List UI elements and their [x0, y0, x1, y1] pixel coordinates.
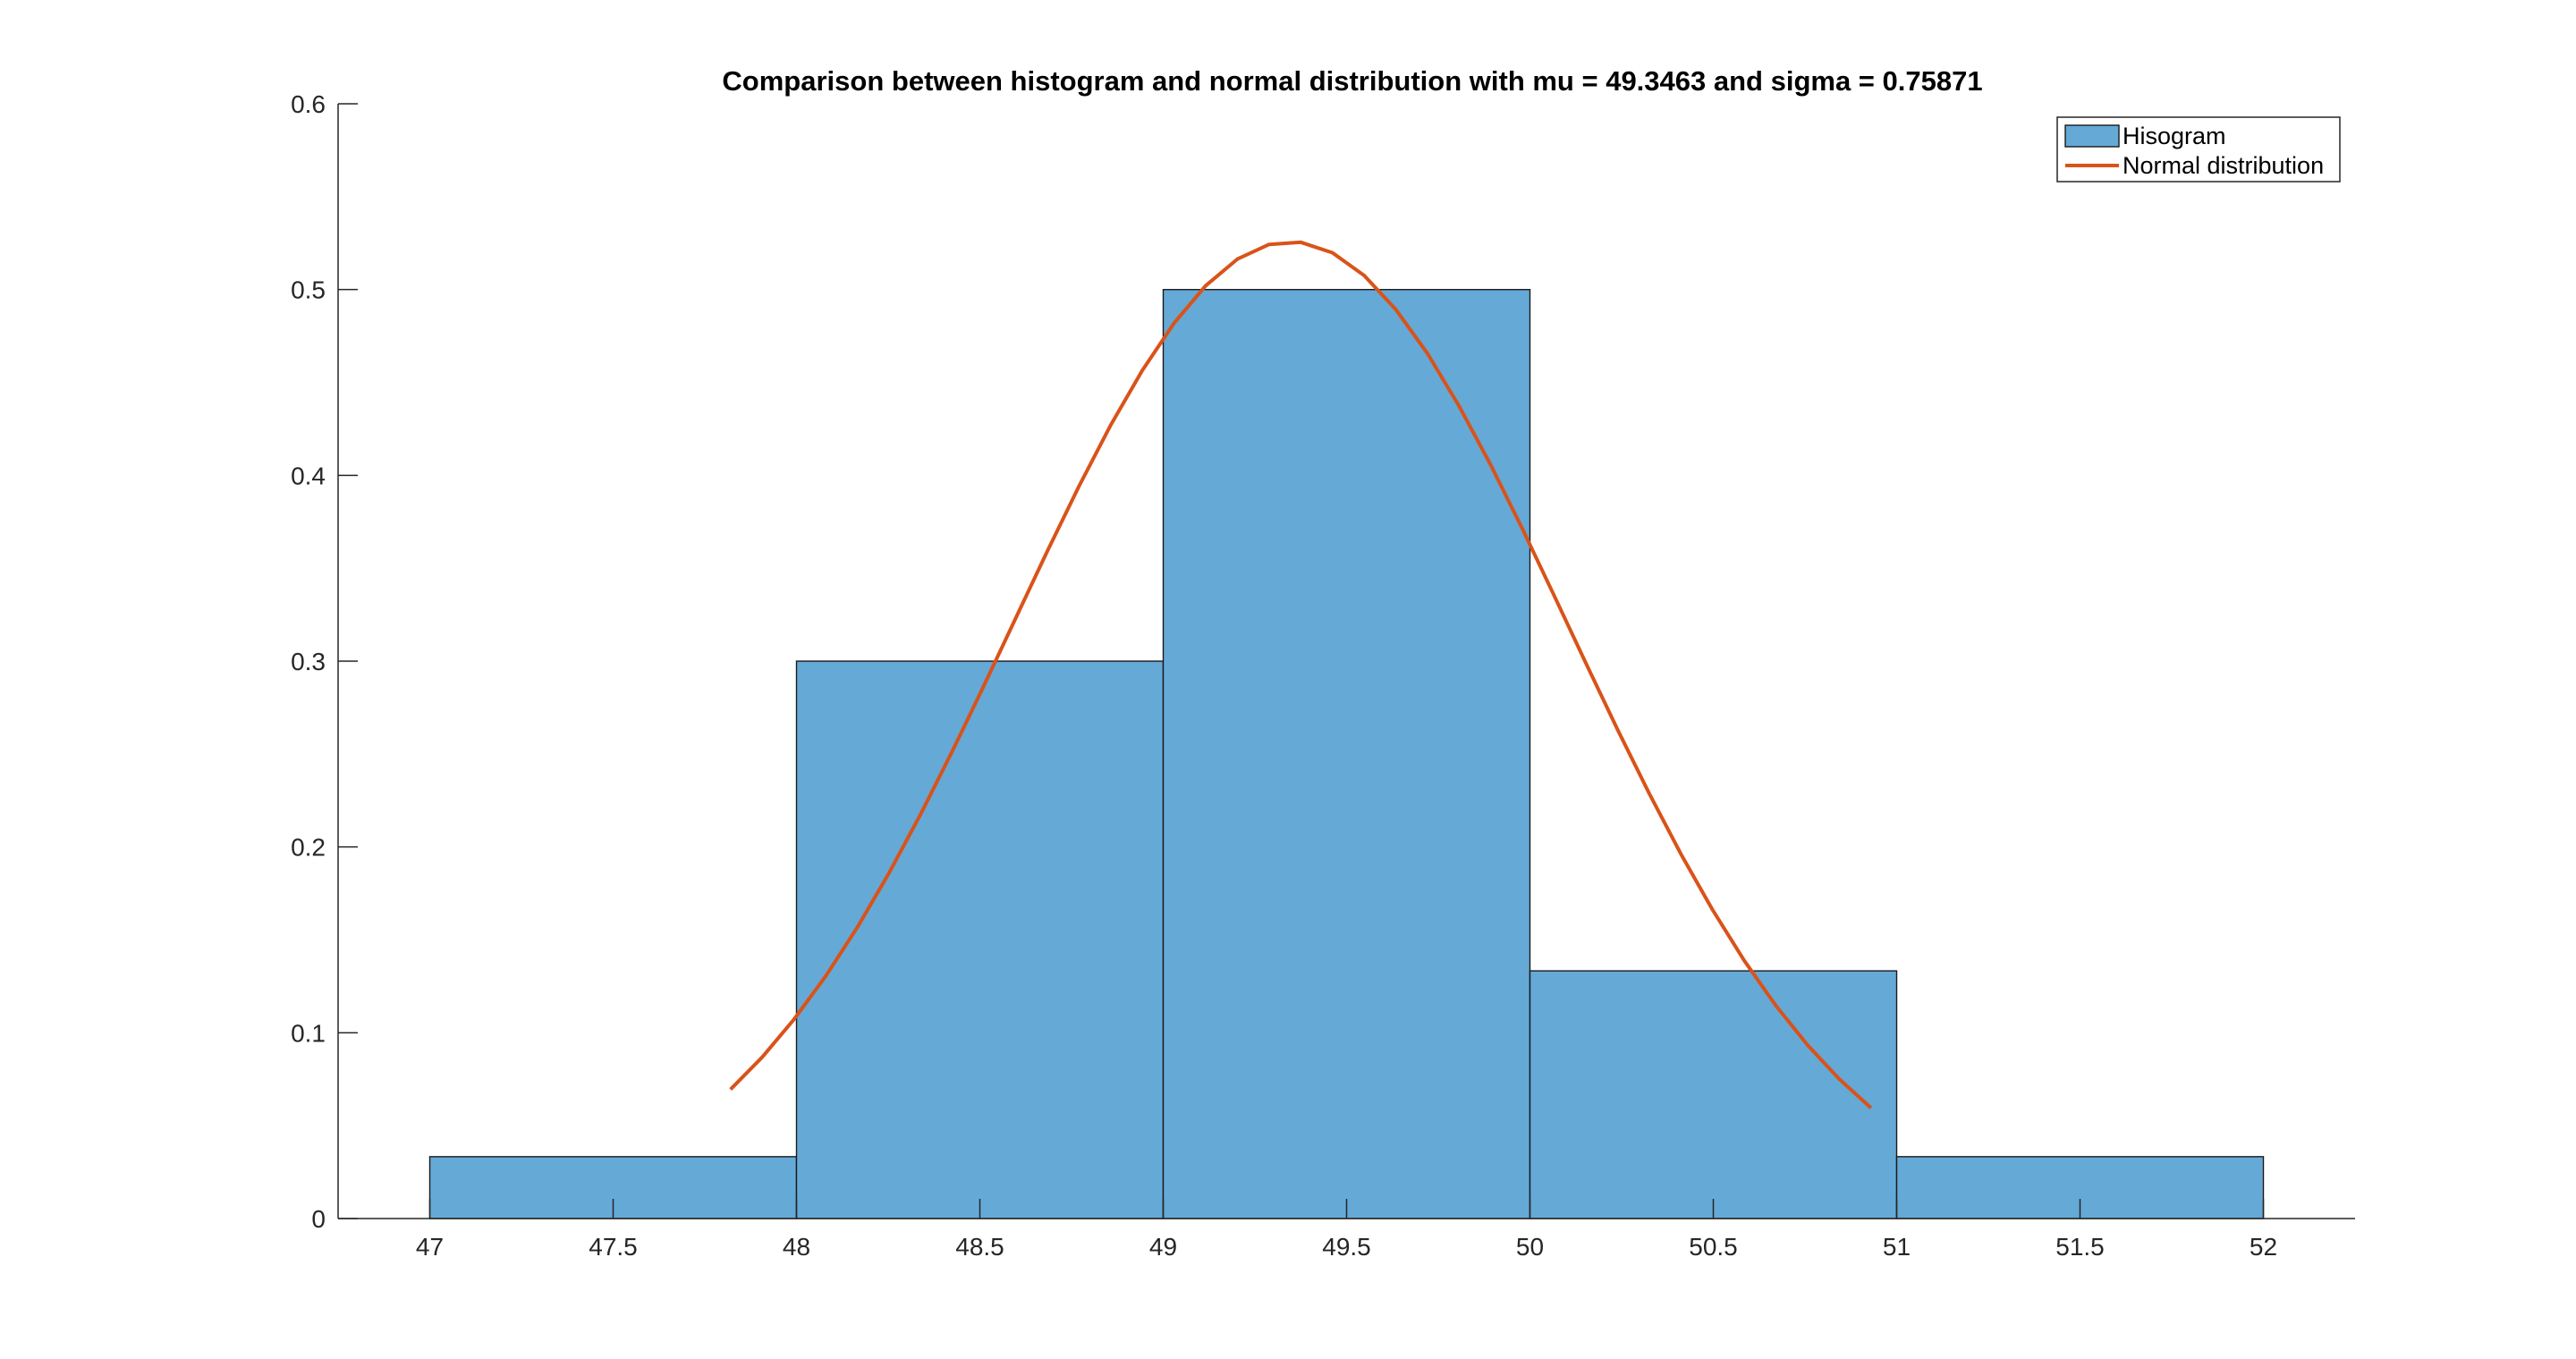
x-tick-label: 49.5	[1322, 1233, 1371, 1261]
axes: 0 0.1 0.2 0.3 0.4 0.5 0.6 47 47.5 48 48.5 49 49.5 50 5…	[291, 90, 2355, 1261]
normal-curve-layer	[729, 240, 1873, 1109]
y-tick-label: 0.3	[291, 648, 326, 675]
x-tick-label: 48	[783, 1233, 810, 1261]
x-tick-label: 52	[2250, 1233, 2277, 1261]
legend-swatch-histogram	[2064, 124, 2120, 148]
legend-label-histogram: Hisogram	[2123, 123, 2226, 149]
histogram-bar	[1529, 970, 1898, 1219]
x-tick-label: 47	[416, 1233, 444, 1261]
x-tick-label: 51	[1883, 1233, 1911, 1261]
y-tick-label: 0.5	[291, 276, 326, 304]
y-tick-label: 0.4	[291, 462, 326, 489]
histogram-bar	[795, 660, 1165, 1219]
y-tick-label: 0	[311, 1205, 326, 1233]
legend-label-normal: Normal distribution	[2123, 152, 2324, 179]
histogram-bars	[428, 288, 2265, 1219]
y-tick-label: 0.6	[291, 90, 326, 118]
legend: Hisogram Normal distribution	[2056, 116, 2341, 183]
chart-title: Comparison between histogram and normal …	[722, 65, 1982, 97]
normal-distribution-line	[729, 240, 1873, 1109]
y-tick-label: 0.2	[291, 834, 326, 862]
histogram-bar	[1162, 288, 1531, 1219]
x-tick-label: 49	[1149, 1233, 1177, 1261]
y-tick-label: 0.1	[291, 1019, 326, 1047]
x-tick-label: 50	[1516, 1233, 1544, 1261]
x-tick-label: 48.5	[955, 1233, 1004, 1261]
x-tick-label: 51.5	[2055, 1233, 2105, 1261]
x-tick-label: 50.5	[1689, 1233, 1738, 1261]
x-tick-label: 47.5	[589, 1233, 638, 1261]
